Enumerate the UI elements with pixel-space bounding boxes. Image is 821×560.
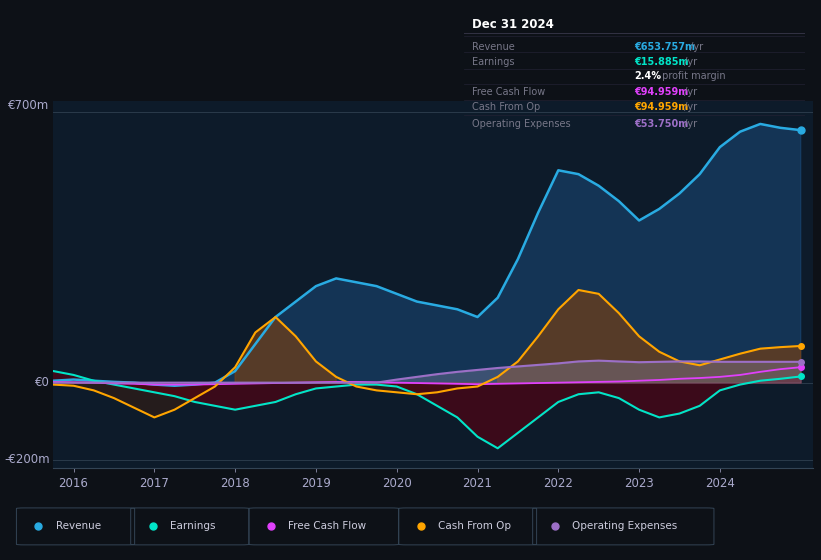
Text: Earnings: Earnings bbox=[472, 57, 515, 67]
Text: Cash From Op: Cash From Op bbox=[472, 102, 541, 112]
Text: Free Cash Flow: Free Cash Flow bbox=[288, 521, 366, 531]
Text: /yr: /yr bbox=[681, 87, 697, 97]
Text: €94.959m: €94.959m bbox=[635, 87, 689, 97]
Text: Dec 31 2024: Dec 31 2024 bbox=[472, 18, 554, 31]
Text: Revenue: Revenue bbox=[472, 42, 515, 52]
Text: /yr: /yr bbox=[686, 42, 703, 52]
Text: -€200m: -€200m bbox=[4, 454, 49, 466]
Text: Operating Expenses: Operating Expenses bbox=[572, 521, 677, 531]
Text: profit margin: profit margin bbox=[659, 71, 726, 81]
Text: €94.959m: €94.959m bbox=[635, 102, 689, 112]
Text: 2.4%: 2.4% bbox=[635, 71, 661, 81]
Text: /yr: /yr bbox=[681, 57, 697, 67]
Text: €53.750m: €53.750m bbox=[635, 119, 689, 129]
Text: Operating Expenses: Operating Expenses bbox=[472, 119, 571, 129]
Text: Revenue: Revenue bbox=[56, 521, 101, 531]
Text: €700m: €700m bbox=[8, 99, 49, 113]
Text: /yr: /yr bbox=[681, 102, 697, 112]
Text: Cash From Op: Cash From Op bbox=[438, 521, 511, 531]
Text: /yr: /yr bbox=[681, 119, 697, 129]
Text: €15.885m: €15.885m bbox=[635, 57, 689, 67]
Text: €0: €0 bbox=[34, 376, 49, 389]
Text: Free Cash Flow: Free Cash Flow bbox=[472, 87, 546, 97]
Text: Earnings: Earnings bbox=[170, 521, 216, 531]
Text: €653.757m: €653.757m bbox=[635, 42, 695, 52]
